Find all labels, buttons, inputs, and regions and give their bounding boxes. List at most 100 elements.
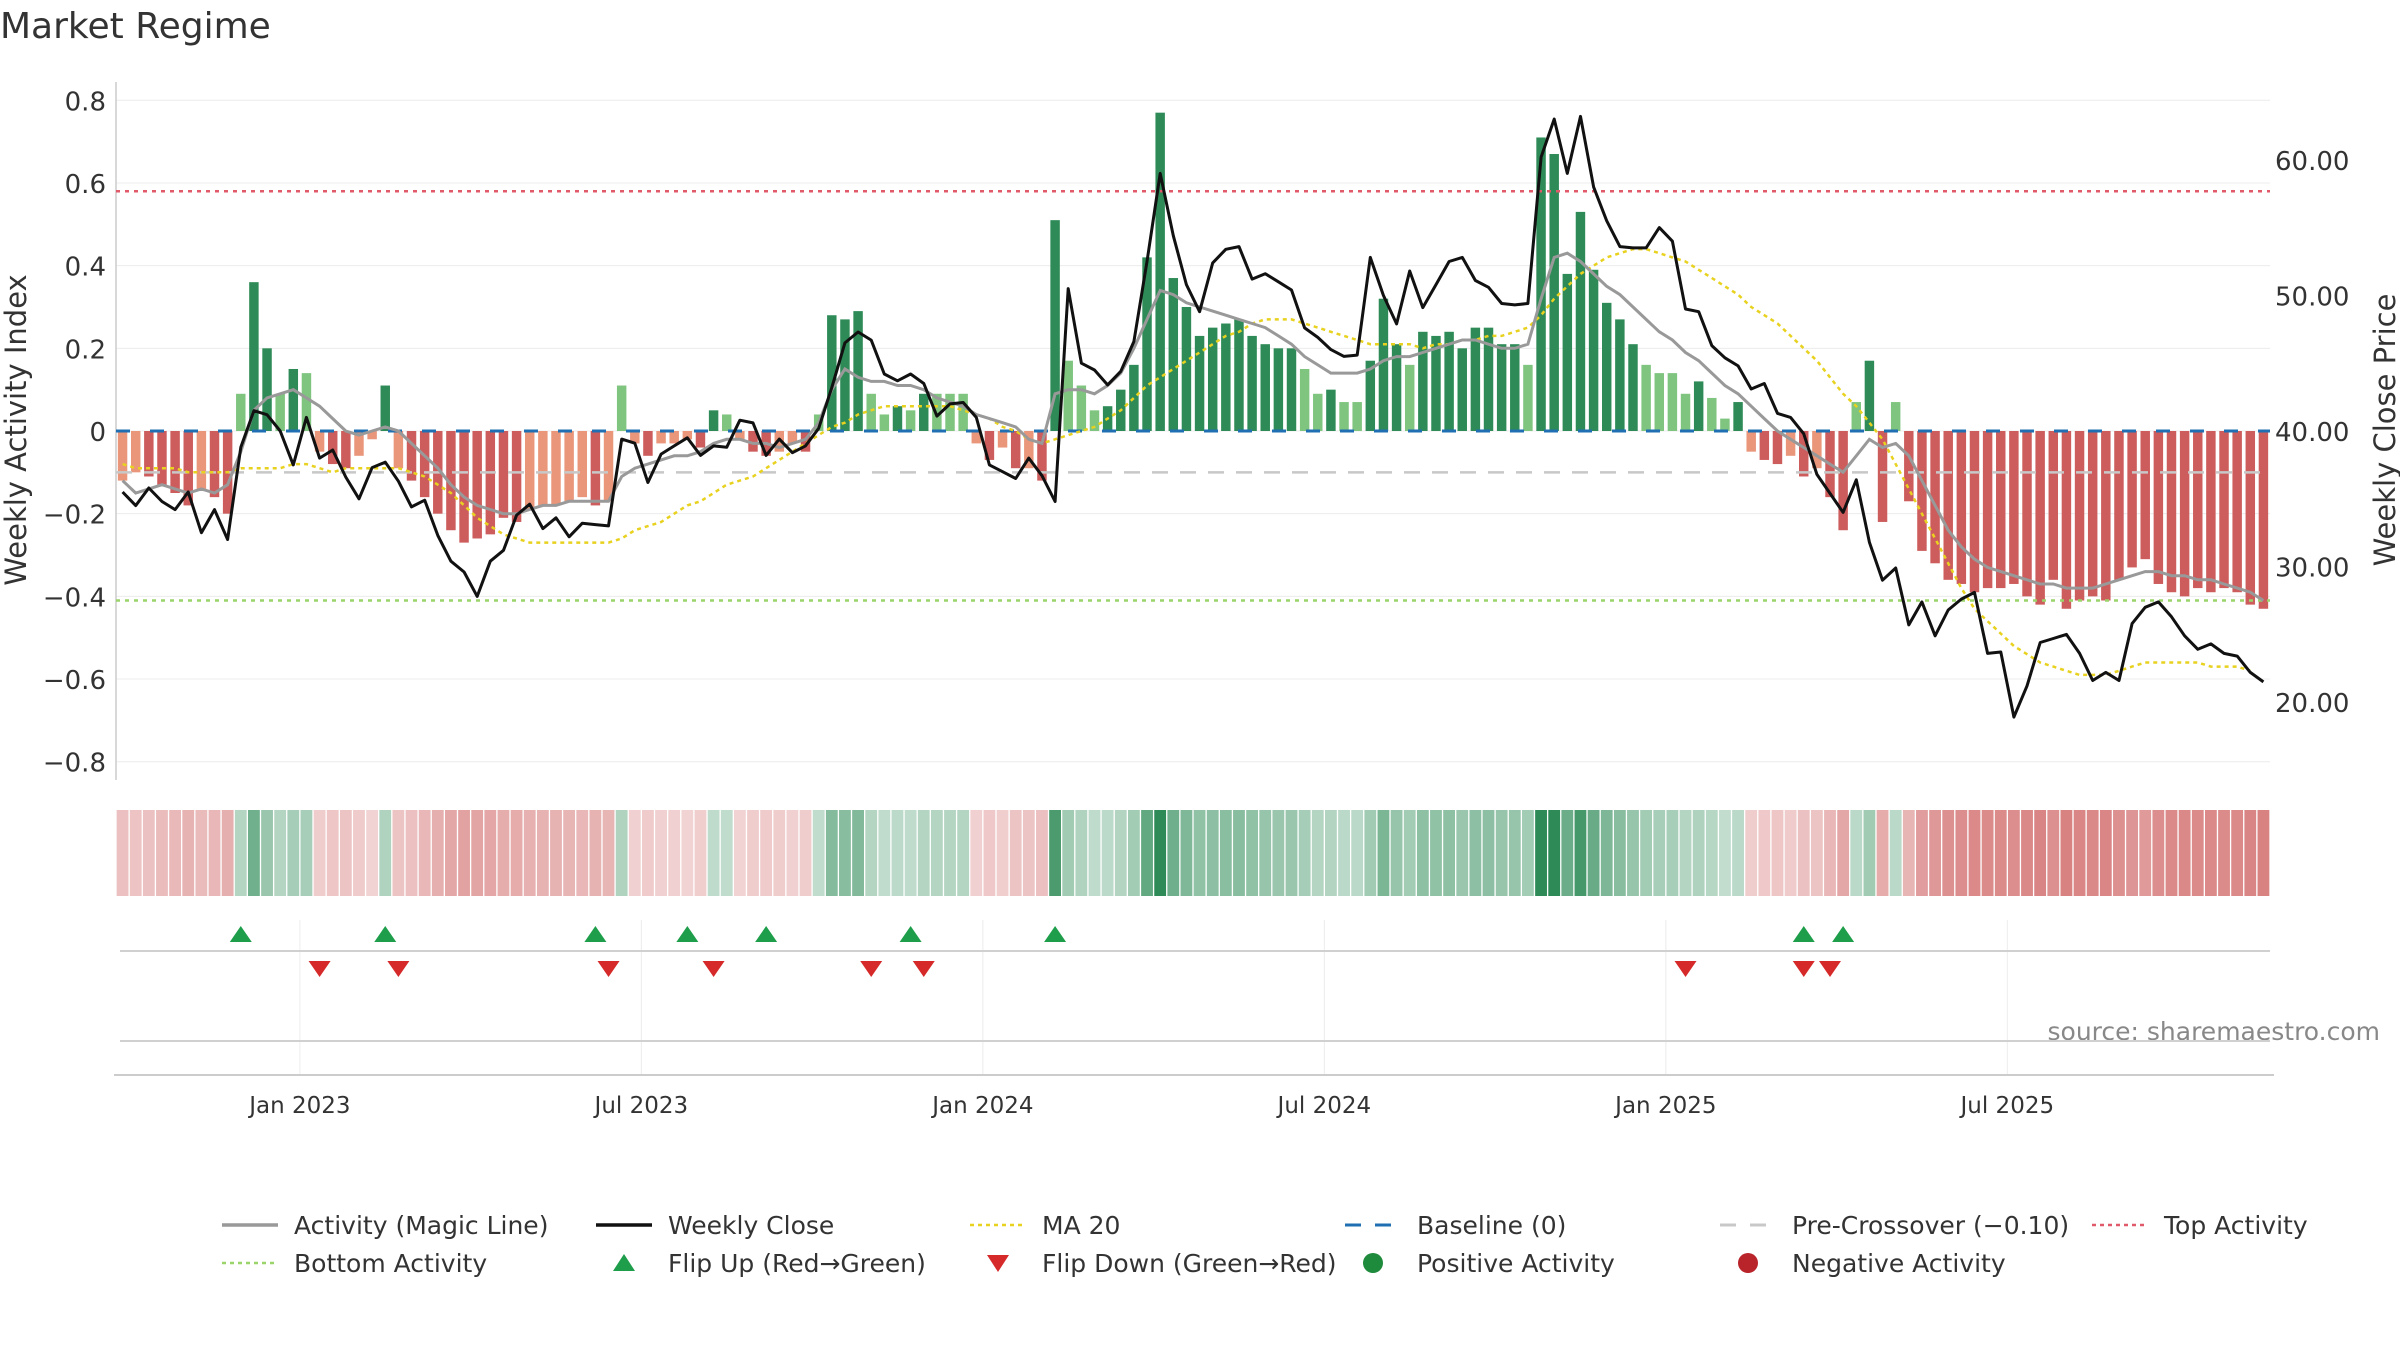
regime-strip-cell [642, 810, 654, 896]
regime-strip-cell [418, 810, 431, 896]
activity-bar [1785, 431, 1796, 456]
regime-strip-cell [2060, 810, 2073, 896]
activity-bar [919, 393, 929, 431]
regime-strip-cell [2191, 810, 2204, 896]
regime-strip-cell [497, 810, 510, 896]
regime-strip-cell [2073, 810, 2086, 896]
legend-swatch-triangle-down [987, 1255, 1009, 1272]
regime-strip-cell [1863, 810, 1876, 896]
activity-bar [327, 431, 338, 465]
regime-strip-cell [681, 810, 694, 896]
regime-strip-cell [655, 810, 667, 896]
regime-strip-cell [1022, 810, 1035, 896]
regime-strip-cell [1902, 810, 1915, 896]
regime-strip-cell [773, 810, 786, 896]
activity-bar [879, 414, 890, 431]
y-left-tick-label: 0.8 [65, 87, 106, 117]
activity-bar [1181, 306, 1192, 431]
activity-bar [2166, 431, 2177, 593]
activity-bar [1982, 431, 1993, 589]
series-lines [121, 114, 2265, 719]
regime-strip-cell [1981, 810, 1994, 896]
regime-strip-cell [339, 810, 352, 896]
activity-bar [1076, 385, 1087, 431]
legend-swatch-circle [1738, 1253, 1758, 1273]
activity-bar [630, 431, 640, 444]
activity-bar [840, 319, 850, 431]
regime-strip-cell [1679, 810, 1692, 896]
activity-bar [1391, 344, 1402, 431]
y-left-axis-label: Weekly Activity Index [0, 274, 33, 585]
flip-down-marker [860, 961, 883, 977]
regime-strip-cell [1377, 810, 1390, 896]
regime-strip-cell [523, 810, 536, 896]
activity-bar [1168, 278, 1179, 431]
activity-bar [446, 431, 456, 531]
activity-bar [1470, 327, 1481, 431]
regime-strip-cell [1824, 810, 1836, 896]
activity-bar [1864, 360, 1875, 431]
regime-strip-cell [2139, 810, 2152, 896]
activity-bar [1720, 418, 1730, 431]
y-left-tick-label: 0.6 [65, 170, 106, 200]
regime-strip-cell [379, 810, 392, 896]
y-right-tick-label: 30.00 [2275, 554, 2349, 584]
y-left-tick-label: 0 [89, 418, 106, 448]
activity-bar [695, 431, 706, 448]
regime-strip-cell [1285, 810, 1298, 896]
activity-bar [682, 431, 693, 440]
activity-bar [1904, 431, 1914, 502]
activity-bar [1588, 269, 1599, 431]
activity-bar [787, 431, 798, 444]
activity-bar [1601, 302, 1612, 431]
regime-strip-cell [1600, 810, 1613, 896]
flip-down-marker [387, 961, 410, 977]
activity-bar [722, 414, 732, 431]
regime-strip-cell [1246, 810, 1259, 896]
regime-strip-cell [1338, 810, 1350, 896]
flip-markers [114, 926, 2274, 1076]
activity-bar [905, 410, 916, 431]
regime-strip-cell [182, 810, 195, 896]
activity-bar [354, 431, 364, 456]
activity-bar [1457, 348, 1467, 431]
activity-bar [2193, 431, 2203, 589]
legend-label: Positive Activity [1417, 1249, 1615, 1278]
regime-strip-cell [2047, 810, 2060, 896]
activity-bar [656, 431, 666, 444]
regime-strip-cell [786, 810, 799, 896]
activity-bar [459, 431, 469, 543]
activity-bar [183, 431, 193, 506]
activity-bar [1956, 431, 1967, 584]
legend-label: Flip Up (Red→Green) [668, 1249, 926, 1278]
x-tick-label: Jan 2025 [1613, 1093, 1716, 1119]
activity-bar [2206, 431, 2216, 593]
regime-strip-cell [668, 810, 681, 896]
activity-bar [1326, 389, 1336, 431]
x-tick-label: Jul 2023 [593, 1093, 689, 1119]
legend-item: Pre-Crossover (−0.10) [1720, 1211, 2069, 1240]
activity-bar [643, 431, 653, 456]
regime-strip-cell [1180, 810, 1193, 896]
activity-bar [1483, 327, 1494, 431]
regime-strip-cell [615, 810, 628, 896]
regime-strip-cell [221, 810, 234, 896]
activity-bar [1155, 112, 1165, 432]
regime-strip-cell [865, 810, 878, 896]
activity-bars [117, 112, 2269, 609]
regime-strip-cell [694, 810, 707, 896]
regime-strip-cell [1114, 810, 1127, 896]
regime-strip-cell [957, 810, 970, 896]
legend-swatch-circle [1363, 1253, 1383, 1273]
activity-bar [1917, 431, 1927, 551]
activity-bar [827, 315, 837, 431]
activity-bar [157, 431, 167, 485]
activity-bar [301, 373, 312, 431]
regime-strip-cell [274, 810, 287, 896]
regime-strip-cell [1732, 810, 1744, 896]
activity-bar [406, 431, 417, 481]
activity-bar [1733, 402, 1743, 431]
y-right-tick-label: 60.00 [2275, 147, 2349, 177]
regime-strip-cell [983, 810, 996, 896]
legend-item: Top Activity [2092, 1211, 2308, 1240]
